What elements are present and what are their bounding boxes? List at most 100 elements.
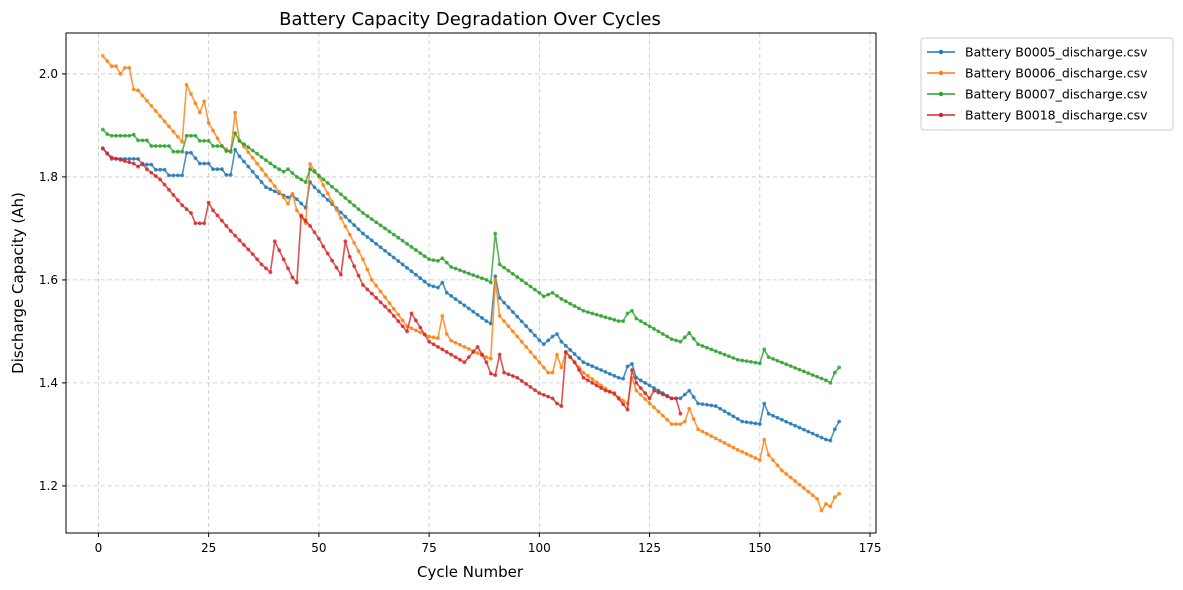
- data-point: [643, 381, 648, 385]
- data-point: [391, 232, 396, 237]
- data-point: [493, 278, 498, 282]
- data-point: [819, 435, 824, 440]
- data-point: [449, 265, 454, 269]
- data-point: [312, 169, 317, 174]
- data-point: [246, 247, 251, 252]
- data-point: [131, 87, 136, 92]
- data-point: [475, 312, 480, 317]
- data-point: [475, 344, 480, 349]
- data-point: [643, 321, 648, 326]
- data-point: [722, 409, 727, 414]
- data-point: [255, 257, 260, 262]
- data-point: [594, 380, 599, 385]
- series-layer: [100, 54, 842, 513]
- data-point: [762, 347, 767, 352]
- data-point: [374, 296, 379, 300]
- data-point: [290, 171, 295, 175]
- data-point: [281, 169, 286, 174]
- data-point: [184, 150, 189, 155]
- data-point: [550, 396, 555, 401]
- data-point: [272, 239, 277, 244]
- data-point: [533, 388, 537, 393]
- data-point: [180, 140, 185, 144]
- data-point: [533, 355, 537, 360]
- data-point: [259, 180, 264, 184]
- data-point: [537, 338, 542, 343]
- y-tick-label: 1.4: [39, 376, 58, 390]
- data-point: [475, 351, 480, 355]
- data-point: [422, 254, 427, 259]
- data-point: [264, 158, 268, 163]
- data-point: [506, 305, 511, 310]
- data-point: [484, 360, 489, 365]
- data-point: [259, 167, 264, 172]
- data-point: [374, 283, 379, 288]
- data-point: [784, 362, 789, 367]
- data-point: [590, 311, 595, 316]
- data-point: [824, 378, 828, 383]
- data-point: [660, 392, 665, 397]
- data-point: [705, 431, 709, 436]
- data-point: [537, 360, 542, 365]
- data-point: [272, 164, 277, 169]
- data-point: [105, 59, 110, 63]
- data-point: [709, 434, 714, 439]
- data-point: [524, 324, 529, 328]
- data-point: [303, 218, 308, 223]
- data-point: [700, 344, 705, 348]
- data-point: [453, 297, 458, 301]
- data-point: [427, 257, 432, 262]
- data-point: [431, 342, 436, 347]
- data-point: [612, 317, 617, 322]
- data-point: [497, 352, 502, 357]
- data-point: [638, 386, 643, 390]
- data-point: [259, 155, 264, 159]
- data-point: [374, 220, 379, 225]
- data-point: [286, 201, 290, 206]
- data-point: [334, 207, 339, 212]
- data-point: [427, 283, 432, 287]
- data-point: [127, 65, 132, 70]
- data-point: [678, 422, 683, 426]
- data-point: [378, 300, 383, 305]
- data-point: [550, 370, 555, 375]
- data-point: [224, 172, 229, 177]
- data-point: [100, 127, 105, 132]
- data-point: [568, 348, 573, 352]
- data-point: [515, 314, 520, 319]
- data-point: [832, 427, 837, 432]
- y-tick-label: 1.8: [39, 170, 58, 184]
- data-point: [740, 450, 745, 454]
- data-point: [828, 381, 833, 385]
- data-point: [158, 177, 163, 182]
- data-point: [131, 157, 136, 161]
- data-point: [145, 162, 149, 167]
- data-point: [206, 120, 211, 125]
- data-point: [215, 167, 220, 172]
- data-point: [281, 195, 286, 200]
- data-point: [638, 392, 643, 397]
- data-point: [691, 417, 696, 421]
- data-point: [122, 65, 127, 70]
- data-point: [682, 335, 687, 340]
- data-point: [524, 281, 529, 286]
- data-point: [585, 310, 590, 314]
- data-point: [616, 396, 621, 401]
- data-point: [162, 167, 167, 172]
- data-point: [705, 402, 709, 407]
- data-point: [118, 157, 123, 162]
- data-point: [749, 454, 753, 458]
- data-point: [497, 262, 502, 267]
- data-point: [299, 201, 304, 206]
- data-point: [294, 280, 299, 285]
- data-point: [365, 267, 370, 272]
- legend-marker: [938, 91, 944, 97]
- data-point: [409, 326, 414, 331]
- data-point: [674, 422, 678, 426]
- data-point: [462, 269, 467, 274]
- data-point: [735, 357, 740, 362]
- data-point: [153, 174, 158, 178]
- data-point: [537, 391, 542, 396]
- data-point: [762, 401, 767, 406]
- data-point: [555, 293, 559, 298]
